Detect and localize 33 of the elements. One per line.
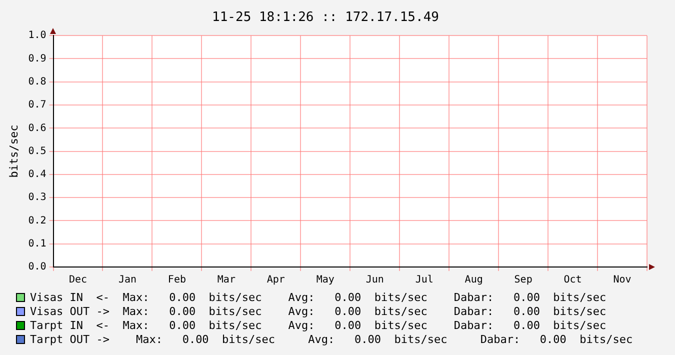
legend-label: Tarpt IN <- — [30, 318, 110, 332]
legend-label: Visas IN <- — [30, 290, 110, 304]
text: Max: 0.00 bits/sec Avg: 0.00 bits/sec Dabar: 0.00 bits/sec — [122, 304, 606, 318]
y-tick-label: 0.2 — [28, 215, 46, 226]
text: Max: 0.00 bits/sec Avg: 0.00 bits/sec Dabar: 0.00 bits/sec — [122, 290, 606, 304]
text: Max: 0.00 bits/sec Avg: 0.00 bits/sec Dabar: 0.00 bits/sec — [122, 332, 633, 346]
x-tick-label: Oct — [564, 274, 582, 286]
y-tick-label: 1.0 — [28, 30, 46, 42]
y-tick-label: 0.6 — [28, 122, 46, 134]
y-tick-label: 0.8 — [28, 76, 46, 88]
x-tick-label: Jul — [415, 274, 434, 286]
y-tick-label: 0.7 — [28, 100, 46, 111]
y-tick-label: 0.1 — [28, 238, 46, 250]
x-tick-label: Feb — [168, 274, 186, 286]
legend-label: Tarpt OUT -> — [30, 332, 110, 346]
y-tick-label: 0.4 — [28, 169, 46, 180]
chart-title: 11-25 18:1:26 :: 172.17.15.49 — [212, 10, 439, 26]
x-tick-label: Mar — [217, 274, 236, 286]
x-tick-label: Nov — [613, 274, 632, 286]
y-tick-label: 0.9 — [28, 53, 46, 64]
legend-label: Visas OUT -> — [30, 304, 110, 318]
x-tick-label: May — [316, 274, 334, 286]
y-tick-label: 0.3 — [28, 192, 46, 204]
y-axis-title: bits/sec — [7, 124, 20, 178]
y-tick-label: 0.5 — [28, 146, 46, 157]
x-tick-label: Aug — [464, 274, 483, 286]
y-tick-label: 0.0 — [28, 262, 46, 273]
x-tick-label: Jun — [366, 274, 384, 286]
x-tick-label: Sep — [514, 274, 532, 286]
x-tick-label: Apr — [266, 274, 285, 286]
x-tick-label: Jan — [118, 274, 137, 286]
x-tick-label: Dec — [68, 274, 88, 286]
text: Max: 0.00 bits/sec Avg: 0.00 bits/sec Dabar: 0.00 bits/sec — [122, 318, 606, 332]
